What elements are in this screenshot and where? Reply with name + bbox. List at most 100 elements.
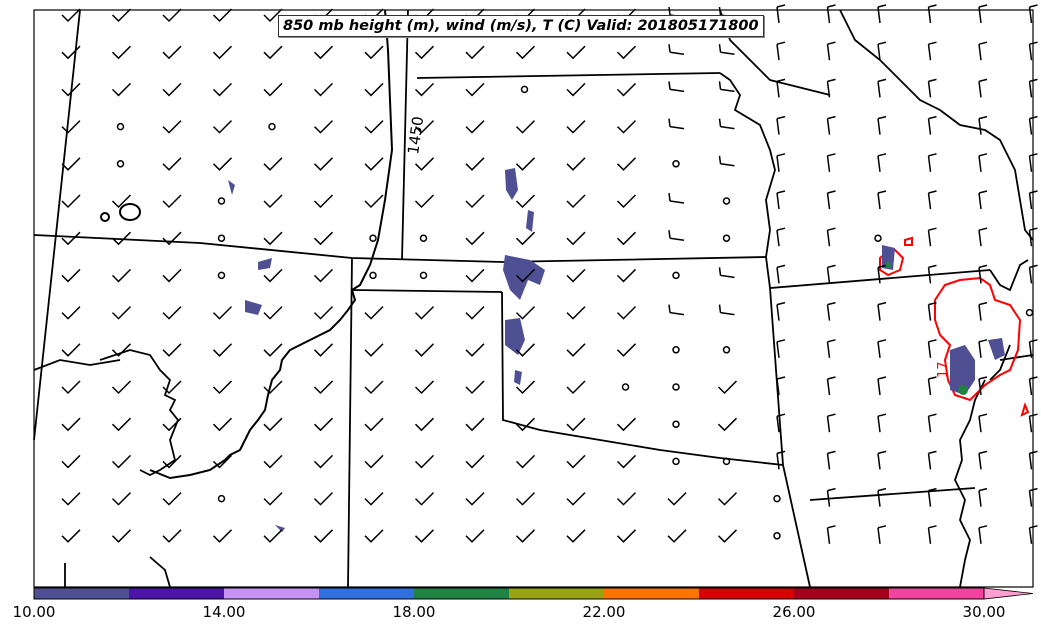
wind-barb bbox=[616, 194, 637, 209]
wind-barb bbox=[826, 264, 836, 284]
wind-barb bbox=[927, 301, 937, 321]
wind-barb bbox=[61, 231, 81, 246]
wind-barb bbox=[111, 45, 132, 60]
wind-barb bbox=[826, 115, 836, 135]
wind-barb bbox=[616, 120, 637, 134]
calm-wind-circle bbox=[217, 271, 226, 280]
colorbar-segment bbox=[794, 588, 889, 599]
wind-barb bbox=[465, 120, 485, 134]
wind-barb bbox=[717, 380, 738, 395]
wind-barb bbox=[414, 194, 435, 209]
wind-barb bbox=[465, 231, 485, 246]
wind-barb bbox=[1028, 190, 1038, 210]
wind-barb bbox=[364, 529, 384, 543]
wind-barb bbox=[826, 41, 836, 61]
colorbar-segment bbox=[699, 588, 794, 599]
wind-barb bbox=[877, 413, 887, 433]
wind-barb bbox=[668, 304, 685, 316]
calm-wind-circle bbox=[722, 197, 731, 205]
wind-barb bbox=[718, 304, 735, 316]
wind-barb bbox=[927, 190, 937, 210]
wind-barb bbox=[263, 306, 283, 320]
height-contour-label: 1450 bbox=[404, 115, 427, 155]
wind-barb bbox=[877, 4, 887, 24]
wind-barb bbox=[414, 306, 435, 320]
wind-barb bbox=[212, 529, 233, 543]
wind-barb bbox=[877, 190, 887, 210]
wind-barb bbox=[927, 264, 937, 284]
wind-barb bbox=[61, 417, 81, 432]
wind-barb bbox=[414, 157, 435, 171]
wind-barb bbox=[978, 301, 988, 321]
wind-barb bbox=[776, 41, 786, 61]
wind-barb bbox=[718, 155, 735, 167]
wind-barb bbox=[1028, 376, 1038, 396]
wind-barb bbox=[718, 118, 735, 130]
wind-barb bbox=[111, 529, 132, 543]
wind-barb bbox=[263, 268, 283, 283]
wind-barb bbox=[826, 487, 836, 507]
wind-barb bbox=[212, 8, 233, 23]
calm-wind-circle bbox=[672, 383, 680, 391]
wind-barb bbox=[263, 492, 283, 506]
wind-barb bbox=[465, 417, 485, 432]
calm-wind-circle bbox=[217, 234, 226, 242]
wind-barb bbox=[978, 190, 988, 210]
wind-barb bbox=[616, 231, 637, 246]
wind-barb bbox=[1028, 227, 1038, 247]
calm-wind-circle bbox=[419, 234, 428, 242]
wind-barb bbox=[978, 450, 988, 470]
wind-barb bbox=[313, 120, 334, 134]
calm-wind-circle bbox=[419, 271, 428, 280]
wind-barb bbox=[776, 115, 786, 135]
wind-barb bbox=[1028, 525, 1038, 544]
wind-barb bbox=[927, 115, 937, 135]
temp-contour-label: 17 bbox=[936, 361, 951, 378]
wind-barb bbox=[515, 268, 536, 283]
colorbar-tick-label-0: 10.00 bbox=[12, 603, 56, 621]
wind-barb bbox=[212, 454, 233, 469]
colorbar-segment bbox=[509, 588, 604, 599]
wind-barb bbox=[1028, 78, 1038, 98]
wind-barb bbox=[162, 194, 182, 209]
wind-barb bbox=[877, 301, 887, 321]
wind-barb bbox=[616, 45, 637, 60]
calm-wind-circle bbox=[672, 160, 680, 168]
wind-barb bbox=[1028, 115, 1038, 135]
wind-barb bbox=[616, 82, 637, 97]
colorbar-segment bbox=[319, 588, 414, 599]
wind-barb bbox=[313, 306, 334, 320]
wind-barb bbox=[212, 45, 233, 60]
wind-barb bbox=[313, 343, 334, 357]
wind-barb bbox=[263, 380, 283, 395]
wind-barb bbox=[263, 194, 283, 209]
wind-barb bbox=[61, 343, 81, 357]
wind-barb bbox=[212, 343, 233, 357]
wind-barb bbox=[718, 81, 735, 93]
wind-barb bbox=[162, 417, 182, 432]
wind-barb bbox=[978, 487, 988, 507]
calm-wind-circle bbox=[874, 234, 882, 242]
calm-wind-circle bbox=[217, 197, 226, 205]
wind-barb bbox=[826, 78, 836, 98]
wind-barb bbox=[826, 413, 836, 433]
colorbar-segment bbox=[129, 588, 224, 599]
wind-barb bbox=[111, 343, 132, 357]
wind-barb bbox=[263, 157, 283, 171]
wind-barbs bbox=[61, 4, 1038, 544]
calm-wind-circle bbox=[116, 122, 125, 131]
wind-barb bbox=[515, 529, 536, 543]
wind-barb bbox=[111, 82, 132, 97]
wind-barb bbox=[667, 529, 687, 543]
wind-barb bbox=[263, 45, 283, 60]
wind-barb bbox=[826, 190, 836, 210]
calm-wind-circle bbox=[672, 420, 680, 428]
wind-barb bbox=[263, 231, 283, 246]
wind-barb bbox=[515, 157, 536, 171]
wind-barb bbox=[364, 306, 384, 320]
wind-barb bbox=[877, 78, 887, 98]
wind-barb bbox=[717, 417, 738, 432]
calm-wind-circle bbox=[1025, 308, 1034, 317]
wind-barb bbox=[364, 194, 384, 209]
wind-barb bbox=[668, 192, 685, 204]
